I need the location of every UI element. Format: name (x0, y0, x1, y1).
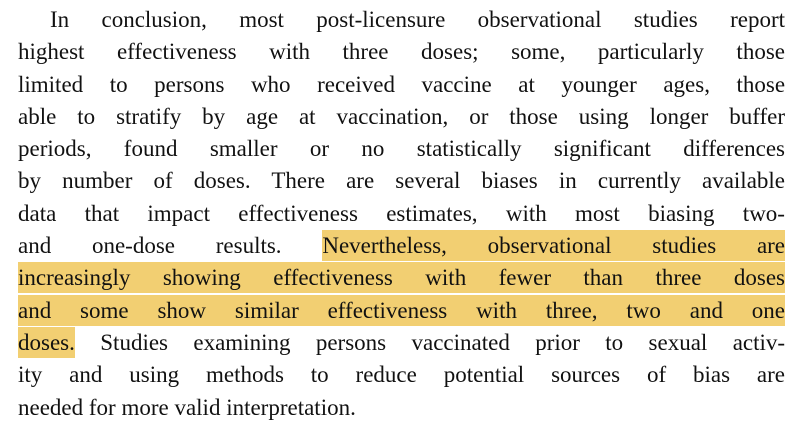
highlighted-text: increasingly showing effectiveness with … (18, 262, 785, 294)
text-segment: able to stratify by age at vaccination, … (18, 103, 786, 129)
text-segment: ity and using methods to reduce potentia… (18, 362, 785, 388)
text-segment: data that impact effectiveness estimates… (18, 200, 785, 226)
text-segment: periods, found smaller or no statistical… (18, 136, 786, 162)
text-line: periods, found smaller or no statistical… (18, 133, 785, 165)
text-segment: and one-dose results. (18, 233, 282, 259)
text-line: able to stratify by age at vaccination, … (18, 101, 785, 133)
text-line: In conclusion, most post-licensure obser… (18, 4, 785, 36)
highlighted-text: doses. (18, 326, 75, 358)
highlighted-text: Nevertheless, observational studies are (322, 230, 786, 262)
text-segment: highest effectiveness with three doses; … (18, 39, 785, 65)
highlighted-text: and some show similar effectiveness with… (18, 294, 785, 326)
text-segment: In conclusion, most post-licensure obser… (50, 7, 785, 32)
document-paragraph: In conclusion, most post-licensure obser… (18, 4, 785, 424)
text-line: ity and using methods to reduce potentia… (18, 359, 785, 391)
text-line: data that impact effectiveness estimates… (18, 198, 785, 230)
text-segment: by number of doses. There are several bi… (18, 168, 786, 194)
text-segment: limited to persons who received vaccine … (18, 71, 786, 97)
text-segment: needed for more valid interpretation. (18, 394, 356, 420)
text-line: highest effectiveness with three doses; … (18, 36, 785, 68)
text-line: doses. Studies examining persons vaccina… (18, 326, 786, 359)
text-line: by number of doses. There are several bi… (18, 165, 785, 197)
text-line: and one-dose results. Nevertheless, obse… (18, 230, 786, 262)
text-line: increasingly showing effectiveness with … (18, 262, 785, 294)
text-line: needed for more valid interpretation. (18, 392, 785, 424)
text-line: and some show similar effectiveness with… (18, 294, 785, 327)
text-segment: Studies examining persons vaccinated pri… (100, 329, 786, 355)
text-line: limited to persons who received vaccine … (18, 69, 785, 101)
